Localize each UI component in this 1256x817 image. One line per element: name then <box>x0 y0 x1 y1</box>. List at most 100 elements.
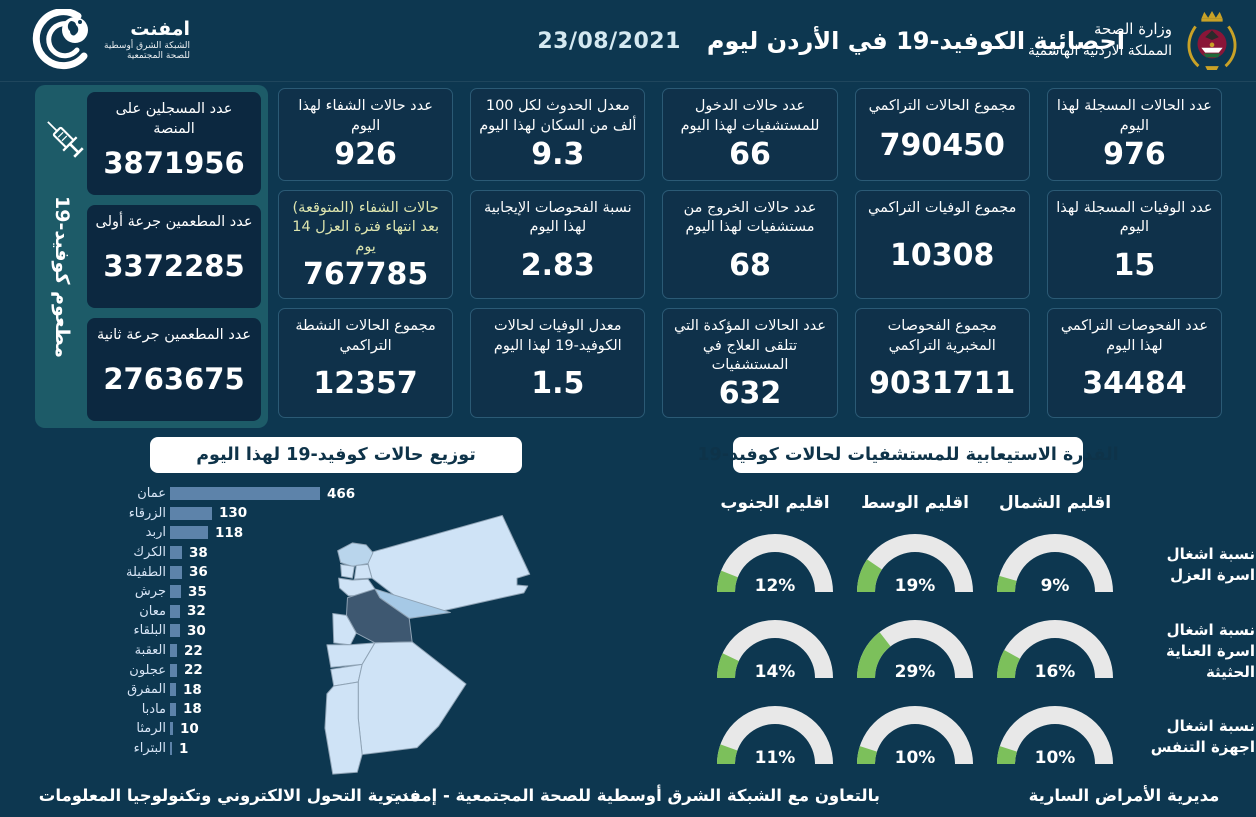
vaccination-cards: عدد المسجلين على المنصة 3871956 عدد المطعم… <box>87 92 261 421</box>
bar-category-label: مادبا <box>141 701 166 717</box>
bar-fill <box>170 722 173 736</box>
bar-row: الكرك 38 <box>86 543 456 563</box>
region-header: اقليم الشمال <box>998 493 1112 513</box>
bar-category-label: الرمثا <box>136 721 166 737</box>
stat-card-value: 12357 <box>313 366 418 402</box>
bar-category-label: الكرك <box>133 545 166 561</box>
vaccination-card-value: 2763675 <box>103 362 245 397</box>
bar-fill <box>170 624 180 638</box>
capacity-gauge: 11% <box>715 705 835 769</box>
stat-card-value: 9.3 <box>531 137 585 173</box>
bar-category-label: الزرقاء <box>128 505 166 521</box>
gauge-percent-label: 16% <box>1034 662 1076 682</box>
gauge-row-label: نسبة اشغال اجهزة التنفس <box>1150 717 1255 756</box>
stat-card-value: 66 <box>729 137 771 173</box>
bar-value-label: 22 <box>184 642 203 659</box>
gauge-percent-label: 10% <box>1034 748 1076 768</box>
gauge-percent-label: 11% <box>754 748 796 768</box>
bar-row: الزرقاء 130 <box>86 504 456 524</box>
bar-fill <box>170 683 176 697</box>
stat-card-value: 767785 <box>302 257 429 293</box>
map-region-maan <box>357 641 467 756</box>
gauge-percent-label: 29% <box>894 662 936 682</box>
bar-value-label: 32 <box>187 603 206 620</box>
stat-card: عدد الحالات المسجلة لهذا اليوم 976 <box>1046 88 1222 181</box>
bar-fill <box>170 702 176 716</box>
gauge-arc <box>857 534 973 593</box>
gauge-cell: 9% <box>985 522 1125 608</box>
gauge-cell: 11% <box>705 694 845 780</box>
map-region-jerash <box>353 563 373 580</box>
stat-card: عدد الفحوصات التراكمي لهذا اليوم 34484 <box>1046 308 1222 418</box>
vaccination-card: عدد المطعمين جرعة ثانية 2763675 <box>87 318 261 421</box>
syringe-icon <box>47 121 84 158</box>
vaccination-card-value: 3871956 <box>103 146 245 181</box>
stat-card: عدد الحالات المؤكدة التي تتلقى العلاج في… <box>662 308 838 418</box>
capacity-gauge: 9% <box>995 533 1115 597</box>
stat-card-label: مجموع الوفيات التراكمي <box>868 199 1017 216</box>
vaccination-card-label: عدد المسجلين على المنصة <box>115 101 233 137</box>
bar-value-label: 466 <box>327 485 356 502</box>
stat-card: معدل الحدوث لكل 100 ألف من السكان لهذا ا… <box>470 88 646 181</box>
stat-card: معدل الوفيات لحالات الكوفيد-19 لهذا اليو… <box>470 308 646 418</box>
region-header: اقليم الجنوب <box>720 493 830 513</box>
bar-category-label: المفرق <box>127 682 166 698</box>
bar-value-label: 36 <box>189 564 208 581</box>
gauge-row-label: نسبة اشغال اسرة العناية الحثيثة <box>1165 620 1255 681</box>
bar-row: جرش 35 <box>86 582 456 602</box>
stat-card-label: معدل الحدوث لكل 100 ألف من السكان لهذا ا… <box>479 98 637 134</box>
stat-card-value: 2.83 <box>520 247 595 283</box>
gauge-arc <box>717 620 833 679</box>
gauge-arc <box>997 706 1113 765</box>
bar-category-label: البتراء <box>133 741 166 757</box>
footer-collaboration: بالتعاون مع الشبكة الشرق أوسطية للصحة ال… <box>385 786 880 805</box>
region-header: اقليم الوسط <box>861 493 969 513</box>
gauge-cell: 19% <box>845 522 985 608</box>
gauge-cell: 16% <box>985 608 1125 694</box>
footer-communicable-diseases: مديرية الأمراض السارية <box>1028 786 1220 805</box>
moh-name: وزارة الصحة <box>1094 20 1172 39</box>
stat-card-value: 632 <box>718 376 782 411</box>
footer-it-directorate: مديرية التحول الالكتروني وتكنولوجيا المع… <box>38 786 420 805</box>
jordan-map <box>300 488 636 782</box>
title-block: احصائية الكوفيد-19 في الأردن ليوم 23/08/… <box>335 0 1125 82</box>
map-region-ajloun <box>340 563 355 579</box>
bar-row: البلقاء 30 <box>86 621 456 641</box>
bar-fill <box>170 526 208 540</box>
map-region-irbid <box>337 542 374 567</box>
stat-card-value: 15 <box>1113 247 1156 283</box>
emphnet-logo: امفنت الشبكة الشرق أوسطية للصحة المجتمعي… <box>18 9 190 71</box>
emphnet-name: امفنت <box>130 17 191 40</box>
stat-card-value: 9031711 <box>869 366 1016 402</box>
report-date: 23/08/2021 <box>537 28 681 54</box>
stat-card-label: حالات الشفاء (المتوقعة) بعد انتهاء فترة … <box>292 199 439 255</box>
governorate-bar-chart: عمان 466 الزرقاء 130 اربد 118 الكرك 38 الطفيلة 36… <box>86 484 456 758</box>
bar-row: الطفيلة 36 <box>86 562 456 582</box>
stat-card-value: 34484 <box>1082 366 1187 402</box>
emphnet-logo-text: امفنت الشبكة الشرق أوسطية للصحة المجتمعي… <box>104 17 191 62</box>
vaccination-card-label: عدد المطعمين جرعة أولى <box>95 214 253 230</box>
bar-fill <box>170 663 177 677</box>
vaccination-card: عدد المسجلين على المنصة 3871956 <box>87 92 261 195</box>
ministry-of-health-block: وزارة الصحة المملكة الأردنية الهاشمية <box>1028 9 1242 71</box>
vaccination-card-value: 3372285 <box>103 249 245 284</box>
capacity-gauge: 16% <box>995 619 1115 683</box>
vaccination-panel: مطعوم كوفيد-19 عدد المسجلين على المنصة 38… <box>35 85 268 428</box>
bar-value-label: 118 <box>215 524 244 541</box>
map-region-aqaba <box>324 681 363 775</box>
bar-fill <box>170 742 172 756</box>
stat-card: عدد حالات الشفاء لهذا اليوم 926 <box>278 88 454 181</box>
jordan-governorates-map <box>324 514 531 775</box>
bar-fill <box>170 565 182 579</box>
ministry-of-health-text: وزارة الصحة المملكة الأردنية الهاشمية <box>1028 18 1172 62</box>
stat-card-label: عدد الوفيات المسجلة لهذا اليوم <box>1056 199 1213 236</box>
gauge-percent-label: 19% <box>894 576 936 596</box>
jordan-coat-of-arms-icon <box>1187 10 1237 70</box>
map-region-madaba <box>332 612 357 646</box>
bar-value-label: 1 <box>179 740 189 757</box>
vaccination-vertical-label: مطعوم كوفيد-19 <box>51 196 73 359</box>
stat-card: عدد حالات الدخول للمستشفيات لهذا اليوم 66 <box>662 88 838 181</box>
capacity-gauge: 10% <box>855 705 975 769</box>
stat-card-label: عدد حالات الدخول للمستشفيات لهذا اليوم <box>680 98 820 134</box>
